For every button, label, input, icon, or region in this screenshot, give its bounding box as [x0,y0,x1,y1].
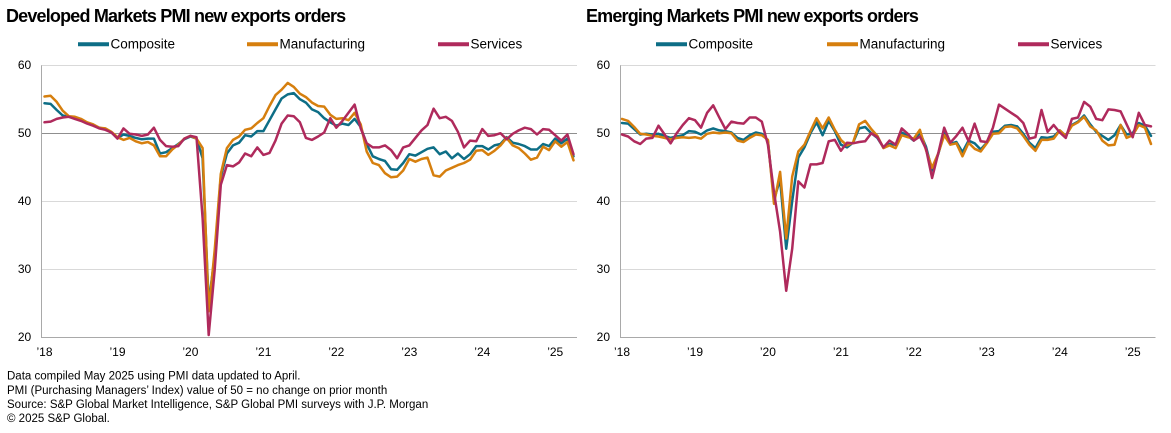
svg-text:Developed Markets PMI new expo: Developed Markets PMI new exports orders [6,6,346,26]
svg-text:’24: ’24 [1052,345,1068,359]
svg-text:’21: ’21 [833,345,849,359]
svg-text:Services: Services [471,37,523,52]
svg-text:Composite: Composite [689,37,754,52]
svg-text:40: 40 [597,194,611,208]
svg-text:20: 20 [597,330,611,344]
svg-text:30: 30 [597,262,611,276]
svg-text:Services: Services [1051,37,1103,52]
svg-text:’21: ’21 [255,345,271,359]
svg-text:’24: ’24 [474,345,490,359]
svg-text:’25: ’25 [1125,345,1141,359]
svg-text:Manufacturing: Manufacturing [860,37,946,52]
svg-text:Manufacturing: Manufacturing [280,37,366,52]
svg-text:’18: ’18 [36,345,52,359]
svg-text:’20: ’20 [182,345,198,359]
svg-text:’25: ’25 [547,345,563,359]
svg-text:Source: S&P Global Market Inte: Source: S&P Global Market Intelligence, … [7,399,428,411]
svg-text:’23: ’23 [401,345,417,359]
svg-text:60: 60 [597,58,611,72]
svg-text:PMI (Purchasing Managers’ Inde: PMI (Purchasing Managers’ Index) value o… [7,385,387,397]
svg-text:’22: ’22 [906,345,922,359]
svg-text:’22: ’22 [328,345,344,359]
svg-text:40: 40 [18,194,32,208]
svg-text:’23: ’23 [979,345,995,359]
svg-text:Composite: Composite [111,37,176,52]
svg-text:60: 60 [18,58,32,72]
svg-text:50: 50 [597,126,611,140]
svg-text:’20: ’20 [760,345,776,359]
svg-text:’19: ’19 [109,345,125,359]
svg-text:50: 50 [18,126,32,140]
svg-text:Data compiled May 2025 using P: Data compiled May 2025 using PMI data up… [7,371,300,383]
svg-text:30: 30 [18,262,32,276]
svg-text:’19: ’19 [687,345,703,359]
svg-text:20: 20 [18,330,32,344]
svg-text:’18: ’18 [614,345,630,359]
svg-text:© 2025 S&P Global.: © 2025 S&P Global. [7,413,110,425]
svg-text:Emerging Markets PMI new expor: Emerging Markets PMI new exports orders [586,6,919,26]
